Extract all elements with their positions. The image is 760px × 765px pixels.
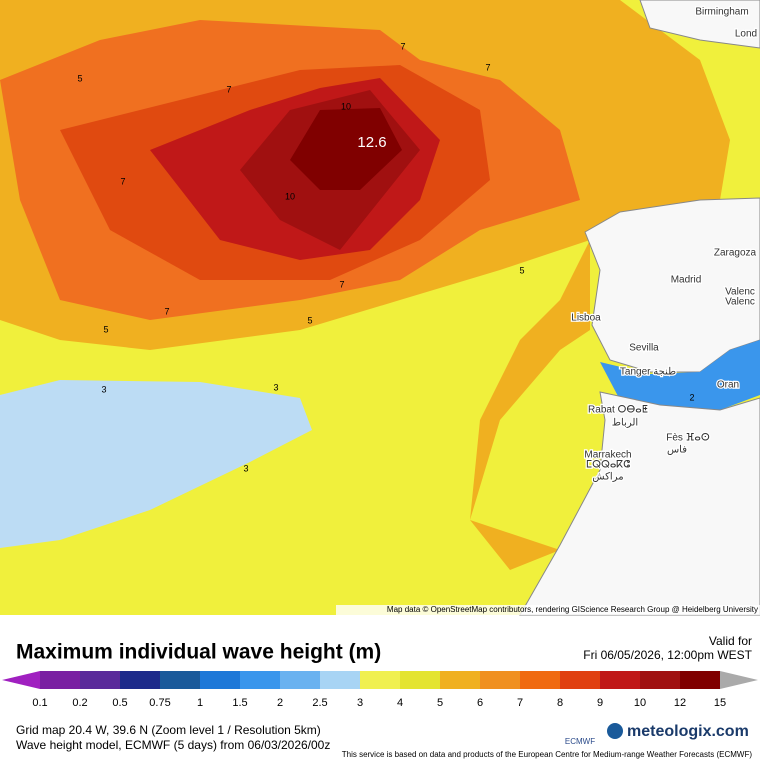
colorbar-box bbox=[680, 671, 720, 689]
contour-label: 7 bbox=[164, 306, 169, 316]
colorbar-tick-label: 1.5 bbox=[232, 697, 247, 709]
colorbar: 0.1 0.2 0.5 0.75 1 1.5 2 2.5 3 4 5 6 7 8 9 10 12 15 bbox=[2, 671, 758, 709]
contour-label: 5 bbox=[307, 315, 312, 325]
colorbar-box bbox=[360, 671, 400, 689]
place-label: Sevilla bbox=[629, 343, 659, 354]
place-label: الرباط bbox=[612, 418, 638, 429]
place-label: Birmingham bbox=[695, 7, 748, 18]
colorbar-tick-label: 3 bbox=[357, 697, 363, 709]
place-label: فاس bbox=[667, 445, 687, 456]
colorbar-tick-label: 2 bbox=[277, 697, 283, 709]
place-label: Lond bbox=[735, 29, 757, 40]
colorbar-box bbox=[320, 671, 360, 689]
contour-label: 5 bbox=[103, 324, 108, 334]
colorbar-box bbox=[240, 671, 280, 689]
colorbar-tick-label: 10 bbox=[634, 697, 646, 709]
contour-label: 7 bbox=[226, 84, 231, 94]
colorbar-tick-label: 15 bbox=[714, 697, 726, 709]
colorbar-tick-label: 1 bbox=[197, 697, 203, 709]
colorbar-box bbox=[280, 671, 320, 689]
colorbar-under bbox=[2, 671, 40, 689]
contour-label: 3 bbox=[273, 382, 278, 392]
colorbar-box bbox=[120, 671, 160, 689]
colorbar-tick-label: 2.5 bbox=[312, 697, 327, 709]
attribution: Map data © OpenStreetMap contributors, r… bbox=[387, 605, 758, 614]
contour-label: 10 bbox=[341, 101, 351, 111]
valid-label: Valid for bbox=[709, 634, 752, 648]
colorbar-over bbox=[720, 671, 758, 689]
colorbar-tick-label: 9 bbox=[597, 697, 603, 709]
valid-time: Fri 06/05/2026, 12:00pm WEST bbox=[583, 648, 752, 662]
map: Map data © OpenStreetMap contributors, r… bbox=[0, 0, 760, 616]
colorbar-tick-label: 8 bbox=[557, 697, 563, 709]
place-label: Marrakech bbox=[584, 450, 631, 461]
colorbar-tick-label: 0.5 bbox=[112, 697, 127, 709]
place-label: Fès ⴼⴰⵙ bbox=[666, 433, 710, 444]
ecmwf-logo: ECMWF bbox=[565, 737, 595, 746]
colorbar-box bbox=[480, 671, 520, 689]
brand-icon bbox=[607, 723, 623, 739]
colorbar-box bbox=[640, 671, 680, 689]
contour-label: 7 bbox=[339, 279, 344, 289]
colorbar-tick-label: 6 bbox=[477, 697, 483, 709]
colorbar-tick-label: 4 bbox=[397, 697, 403, 709]
colorbar-tick-label: 5 bbox=[437, 697, 443, 709]
place-label: Valenc bbox=[725, 297, 755, 308]
colorbar-tick-label: 0.2 bbox=[72, 697, 87, 709]
colorbar-box bbox=[560, 671, 600, 689]
title: Maximum individual wave height (m) bbox=[16, 641, 381, 664]
place-label: ⵎⵕⵕⴰⴽⵛ bbox=[586, 460, 630, 471]
colorbar-box bbox=[520, 671, 560, 689]
contour-label: 10 bbox=[285, 191, 295, 201]
colorbar-tick-label: 0.1 bbox=[32, 697, 47, 709]
place-label: Tanger طنجة bbox=[620, 367, 676, 378]
colorbar-box bbox=[440, 671, 480, 689]
place-label: Zaragoza bbox=[714, 248, 757, 259]
contour-label: 7 bbox=[120, 176, 125, 186]
colorbar-box bbox=[600, 671, 640, 689]
colorbar-box bbox=[160, 671, 200, 689]
notice: This service is based on data and produc… bbox=[342, 750, 753, 759]
colorbar-box bbox=[200, 671, 240, 689]
place-label: مراكش bbox=[592, 472, 623, 483]
colorbar-tick-label: 0.75 bbox=[149, 697, 170, 709]
place-label: Oran bbox=[717, 380, 739, 391]
place-label: Madrid bbox=[671, 275, 702, 286]
contour-label: 3 bbox=[101, 384, 106, 394]
place-label: Rabat ⵔⴱⴰⵟ bbox=[588, 405, 648, 416]
contour-label: 3 bbox=[243, 463, 248, 473]
place-label: Valenc bbox=[725, 287, 755, 298]
contour-label: 5 bbox=[519, 265, 524, 275]
max-label: 12.6 bbox=[357, 134, 386, 151]
colorbar-box bbox=[400, 671, 440, 689]
contour-label: 7 bbox=[485, 62, 490, 72]
contour-label: 7 bbox=[400, 41, 405, 51]
brand: meteologix.com bbox=[627, 723, 749, 740]
contour-label: 2 bbox=[689, 392, 694, 402]
place-label: Lisboa bbox=[571, 313, 601, 324]
contour-label: 5 bbox=[77, 73, 82, 83]
colorbar-tick-label: 7 bbox=[517, 697, 523, 709]
colorbar-tick-label: 12 bbox=[674, 697, 686, 709]
grid-info: Grid map 20.4 W, 39.6 N (Zoom level 1 / … bbox=[16, 723, 321, 737]
colorbar-box bbox=[40, 671, 80, 689]
colorbar-box bbox=[80, 671, 120, 689]
model-info: Wave height model, ECMWF (5 days) from 0… bbox=[16, 738, 330, 752]
